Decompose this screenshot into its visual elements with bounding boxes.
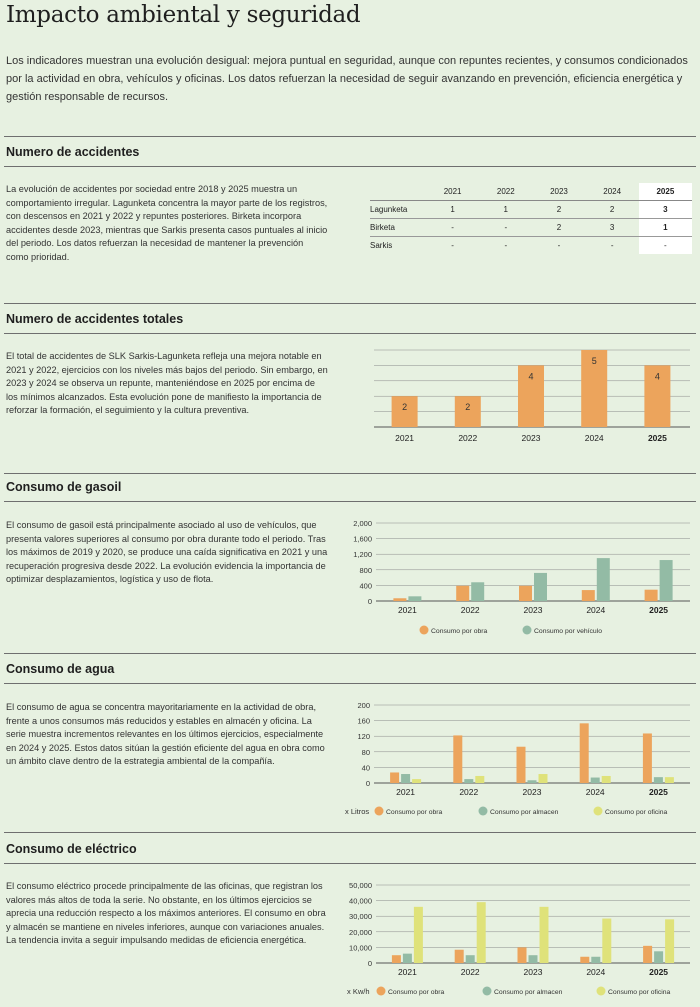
table-cell: 1 — [479, 200, 533, 219]
x-tick-label: 2023 — [522, 433, 541, 443]
bar-data-label: 4 — [655, 371, 660, 381]
x-tick-label: 2025 — [648, 433, 667, 443]
table-header-row: 2021 2022 2023 2024 2025 — [370, 183, 692, 201]
table-cell: - — [451, 241, 454, 250]
table-cell: 2 — [532, 200, 586, 219]
section-divider — [4, 653, 696, 654]
table-col-header: 2024 — [585, 183, 639, 201]
table-cell: - — [504, 241, 508, 250]
section-text-agua: El consumo de agua se concentra mayorita… — [6, 702, 325, 767]
table-row: Lagunketa 1 1 2 2 3 — [370, 200, 692, 219]
section-title-gasoil: Consumo de gasoil — [6, 480, 122, 494]
section-text-totales: El total de accidentes de SLK Sarkis-Lag… — [6, 351, 328, 416]
table-col-header: 2025 — [638, 183, 692, 201]
table-cell: - — [638, 236, 692, 254]
accidents-table: 2021 2022 2023 2024 2025 Lagunketa 1 1 2… — [370, 183, 692, 254]
bar — [644, 365, 671, 427]
section-divider — [4, 501, 696, 502]
section-divider — [4, 683, 696, 684]
x-tick-label: 2021 — [395, 433, 414, 443]
table-cell: 3 — [638, 200, 692, 219]
section-title-agua: Consumo de agua — [6, 662, 115, 676]
section-text-gasoil: El consumo de gasoil está principalmente… — [6, 520, 328, 585]
section-title-totales: Numero de accidentes totales — [6, 312, 184, 326]
bar-data-label: 2 — [402, 402, 407, 412]
section-divider — [4, 303, 696, 304]
table-row-label: Birketa — [370, 218, 426, 237]
section-divider — [4, 333, 696, 334]
section-divider — [4, 473, 696, 474]
table-row-label: Lagunketa — [370, 200, 426, 219]
table-col-header: 2022 — [479, 183, 533, 201]
bar — [518, 365, 544, 427]
table-row-label: Sarkis — [370, 241, 393, 250]
table-cell: 2 — [585, 200, 639, 219]
bar-data-label: 5 — [592, 356, 597, 366]
page-title: Impacto ambiental y seguridad — [6, 2, 361, 28]
table-col-header: 2021 — [426, 183, 480, 201]
table-cell: - — [479, 218, 533, 237]
section-title-electrico: Consumo de eléctrico — [6, 842, 137, 856]
table-cell: 2 — [532, 218, 586, 237]
x-tick-label: 2024 — [585, 433, 604, 443]
table-cell: - — [426, 218, 480, 237]
section-divider — [4, 832, 696, 833]
table-cell: - — [610, 241, 614, 250]
bar — [581, 350, 608, 427]
section-title-accidentes: Numero de accidentes — [6, 145, 140, 159]
section-divider — [4, 166, 696, 167]
section-divider — [4, 136, 696, 137]
section-text-accidentes: La evolución de accidentes por sociedad … — [6, 184, 328, 262]
table-cell: 1 — [426, 200, 480, 219]
x-tick-label: 2022 — [458, 433, 477, 443]
bar-data-label: 2 — [465, 402, 470, 412]
section-divider — [4, 863, 696, 864]
intro-paragraph: Los indicadores muestran una evolución d… — [6, 55, 688, 103]
bar — [391, 396, 418, 427]
table-corner — [370, 183, 426, 201]
bar — [454, 396, 481, 427]
table-row: Sarkis - - - - - — [370, 236, 692, 254]
section-text-electrico: El consumo eléctrico procede principalme… — [6, 881, 326, 946]
table-cell: 1 — [638, 218, 692, 237]
table-col-header: 2023 — [532, 183, 586, 201]
bar-data-label: 4 — [528, 371, 533, 381]
table-cell: - — [557, 241, 561, 250]
table-cell: 3 — [585, 218, 639, 237]
table-row: Birketa - - 2 3 1 — [370, 218, 692, 237]
